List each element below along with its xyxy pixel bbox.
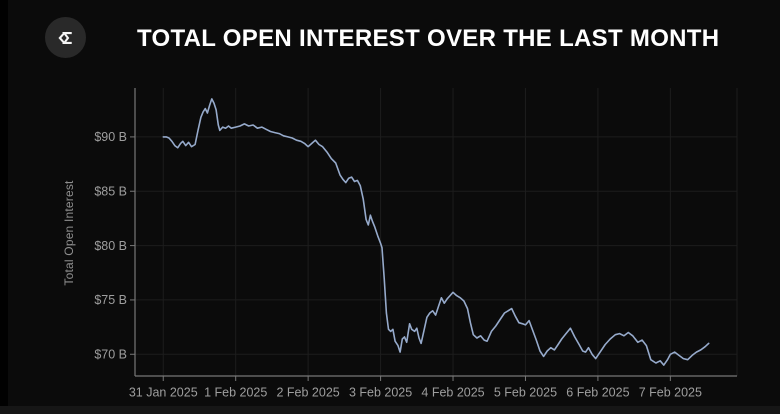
app-logo — [45, 17, 86, 58]
x-tick-label: 3 Feb 2025 — [349, 386, 412, 400]
oi-line-series — [162, 98, 710, 366]
chart-title: TOTAL OPEN INTEREST OVER THE LAST MONTH — [137, 25, 720, 52]
x-tick-label: 2 Feb 2025 — [277, 386, 340, 400]
x-tick-label: 1 Feb 2025 — [204, 386, 267, 400]
left-edge-strip — [0, 0, 8, 414]
y-tick-label: $85 B — [94, 185, 127, 199]
y-tick-label: $70 B — [94, 348, 127, 362]
x-tick-label: 4 Feb 2025 — [421, 386, 484, 400]
x-tick-label: 31 Jan 2025 — [129, 386, 198, 400]
x-tick-label: 6 Feb 2025 — [566, 386, 629, 400]
x-tick-label: 5 Feb 2025 — [494, 386, 557, 400]
y-tick-label: $80 B — [94, 239, 127, 253]
sigma-icon — [57, 31, 72, 44]
y-tick-label: $90 B — [94, 130, 127, 144]
x-tick-label: 7 Feb 2025 — [639, 386, 702, 400]
bottom-edge-strip — [0, 406, 780, 414]
y-tick-label: $75 B — [94, 293, 127, 307]
